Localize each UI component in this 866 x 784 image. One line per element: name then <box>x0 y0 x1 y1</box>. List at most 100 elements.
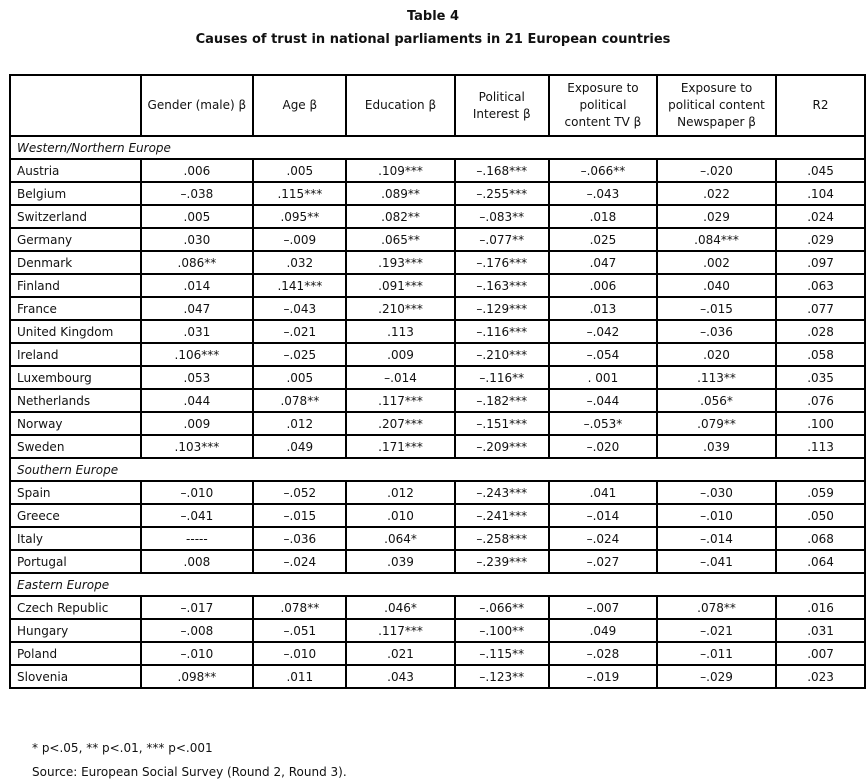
table-row: Spain –.010 –.052.012 –.243*** .041 –.030.059 <box>9 480 866 505</box>
value-cell: .058 <box>775 342 866 367</box>
value-cell: –.100** <box>453 618 550 643</box>
value-cell: –.041 <box>139 503 255 528</box>
value-cell: .040 <box>655 273 778 298</box>
value-cell: .016 <box>775 595 866 620</box>
value-cell: –.010 <box>139 641 255 666</box>
section-label: Southern Europe <box>9 457 866 482</box>
value-cell: –.021 <box>252 319 348 344</box>
value-cell: –.243*** <box>453 480 550 505</box>
column-header <box>9 74 142 137</box>
value-cell: .141*** <box>252 273 348 298</box>
value-cell: .109*** <box>345 158 456 183</box>
value-cell: –.182*** <box>453 388 550 413</box>
value-cell: .068 <box>775 526 866 551</box>
value-cell: .059 <box>775 480 866 505</box>
value-cell: .006 <box>139 158 255 183</box>
value-cell: –.066** <box>453 595 550 620</box>
value-cell: .014 <box>139 273 255 298</box>
value-cell: –.255*** <box>453 181 550 206</box>
source-note: Source: European Social Survey (Round 2,… <box>32 765 347 779</box>
section-row: Western/Northern Europe <box>9 135 866 160</box>
value-cell: .084*** <box>655 227 778 252</box>
value-cell: –.015 <box>252 503 348 528</box>
value-cell: .012 <box>345 480 456 505</box>
value-cell: .047 <box>139 296 255 321</box>
value-cell: –.014 <box>547 503 658 528</box>
value-cell: .006 <box>547 273 658 298</box>
column-header: Political Interest β <box>453 74 550 137</box>
column-header: Exposure to political content Newspaper … <box>655 74 778 137</box>
value-cell: .043 <box>345 664 456 689</box>
value-cell: –.129*** <box>453 296 550 321</box>
value-cell: .007 <box>775 641 866 666</box>
value-cell: .024 <box>775 204 866 229</box>
value-cell: –.029 <box>655 664 778 689</box>
value-cell: .025 <box>547 227 658 252</box>
value-cell: –.151*** <box>453 411 550 436</box>
value-cell: .005 <box>252 158 348 183</box>
value-cell: .078** <box>252 595 348 620</box>
value-cell: –.010 <box>655 503 778 528</box>
value-cell: .039 <box>345 549 456 574</box>
value-cell: –.239*** <box>453 549 550 574</box>
value-cell: .012 <box>252 411 348 436</box>
table-row: United Kingdom .031 –.021.113 –.116*** –.042… <box>9 319 866 344</box>
value-cell: .115*** <box>252 181 348 206</box>
significance-note: * p<.05, ** p<.01, *** p<.001 <box>32 741 213 755</box>
country-cell: Poland <box>9 641 142 666</box>
table-row: France .047 –.043.210*** –.129*** .013 –.015.… <box>9 296 866 321</box>
value-cell: .010 <box>345 503 456 528</box>
value-cell: .106*** <box>139 342 255 367</box>
value-cell: .009 <box>139 411 255 436</box>
value-cell: .029 <box>775 227 866 252</box>
value-cell: –.028 <box>547 641 658 666</box>
value-cell: .063 <box>775 273 866 298</box>
column-header: R2 <box>775 74 866 137</box>
value-cell: –.017 <box>139 595 255 620</box>
value-cell: –.021 <box>655 618 778 643</box>
value-cell: .079** <box>655 411 778 436</box>
country-cell: Luxembourg <box>9 365 142 390</box>
table-row: Ireland .106*** –.025.009 –.210*** –.054.020… <box>9 342 866 367</box>
value-cell: –.011 <box>655 641 778 666</box>
table-row: Norway .009.012.207*** –.151*** –.053* .079*… <box>9 411 866 436</box>
value-cell: .023 <box>775 664 866 689</box>
value-cell: .210*** <box>345 296 456 321</box>
country-cell: Slovenia <box>9 664 142 689</box>
value-cell: .009 <box>345 342 456 367</box>
table-row: Germany .030 –.009.065** –.077** .025.084***… <box>9 227 866 252</box>
value-cell: –.009 <box>252 227 348 252</box>
value-cell: –.043 <box>252 296 348 321</box>
value-cell: –.116*** <box>453 319 550 344</box>
value-cell: .049 <box>547 618 658 643</box>
value-cell: –.036 <box>252 526 348 551</box>
country-cell: Norway <box>9 411 142 436</box>
value-cell: .113 <box>775 434 866 459</box>
country-cell: Portugal <box>9 549 142 574</box>
value-cell: .095** <box>252 204 348 229</box>
value-cell: .091*** <box>345 273 456 298</box>
table-row: Luxembourg .053.005 –.014 –.116**. 001.113*… <box>9 365 866 390</box>
value-cell: .077 <box>775 296 866 321</box>
value-cell: .171*** <box>345 434 456 459</box>
value-cell: –.083** <box>453 204 550 229</box>
value-cell: –.043 <box>547 181 658 206</box>
column-header: Education β <box>345 74 456 137</box>
value-cell: –.115** <box>453 641 550 666</box>
country-cell: Netherlands <box>9 388 142 413</box>
country-cell: Czech Republic <box>9 595 142 620</box>
value-cell: .035 <box>775 365 866 390</box>
value-cell: .117*** <box>345 388 456 413</box>
value-cell: –.024 <box>547 526 658 551</box>
value-cell: –.053* <box>547 411 658 436</box>
value-cell: –.054 <box>547 342 658 367</box>
country-cell: Switzerland <box>9 204 142 229</box>
value-cell: .046* <box>345 595 456 620</box>
value-cell: .053 <box>139 365 255 390</box>
value-cell: –.044 <box>547 388 658 413</box>
value-cell: ----- <box>139 526 255 551</box>
country-cell: Denmark <box>9 250 142 275</box>
value-cell: .031 <box>139 319 255 344</box>
value-cell: .020 <box>655 342 778 367</box>
value-cell: –.007 <box>547 595 658 620</box>
